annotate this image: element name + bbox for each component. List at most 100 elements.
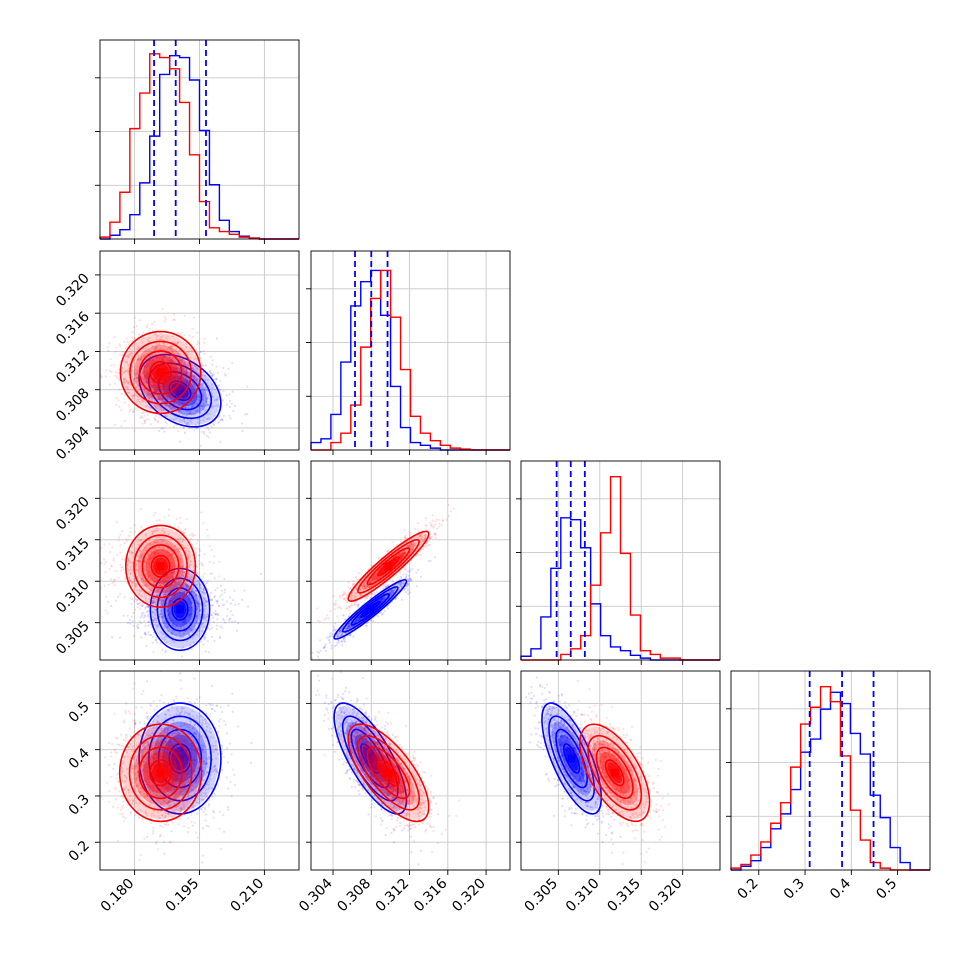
scatter-point [194,401,198,404]
scatter-point [201,630,204,633]
scatter-point [128,618,131,621]
scatter-panel-p2-p4 [311,671,510,870]
scatter-point [174,581,177,584]
scatter-point [154,546,157,549]
scatter-point [197,560,200,563]
scatter-point [178,404,182,407]
scatter-point [337,632,340,635]
scatter-point [190,590,193,593]
scatter-point [161,338,164,341]
scatter-point [181,560,184,564]
scatter-point [138,556,141,559]
scatter-point [147,609,150,613]
scatter-point [157,396,161,399]
scatter-point [139,539,142,542]
scatter-point [363,598,367,601]
scatter-point [127,388,130,391]
scatter-point [184,582,188,586]
scatter-point [127,560,130,563]
scatter-point [173,407,176,410]
scatter-point [144,376,147,379]
scatter-point [115,521,118,524]
scatter-point [143,559,146,562]
scatter-point [204,607,207,611]
hist-panel-p2 [311,251,510,450]
scatter-point [144,542,148,545]
scatter-point [185,553,188,556]
scatter-point [168,613,171,616]
scatter-point [151,358,154,362]
scatter-point [135,371,138,374]
scatter-point [341,644,344,647]
scatter-point [375,591,379,594]
scatter-point [152,387,155,390]
scatter-point [161,359,164,362]
scatter-point [127,363,130,366]
scatter-point [92,377,94,379]
scatter-point [154,576,157,579]
scatter-point [126,355,129,358]
scatter-point [152,601,155,604]
scatter-point [174,371,177,374]
scatter-point [155,636,158,639]
scatter-point [144,581,147,585]
scatter-point [144,600,148,603]
scatter-point [179,554,183,557]
scatter-point [181,401,184,404]
scatter-point [146,584,149,587]
scatter-point [159,336,162,339]
scatter-point [167,394,170,398]
scatter-point [209,591,212,595]
scatter-point [187,597,190,600]
scatter-point [125,384,128,387]
scatter-point [246,413,249,416]
scatter-point [161,603,164,607]
scatter-point [213,596,216,599]
scatter-point [156,539,159,542]
scatter-point [202,596,205,600]
scatter-point [153,554,156,557]
scatter-point [112,557,115,560]
scatter-point [190,609,194,612]
scatter-point [194,379,197,382]
scatter-point [196,601,199,604]
scatter-point [153,389,156,392]
scatter-point [149,553,152,556]
scatter-point [322,646,325,650]
scatter-point [135,547,138,550]
scatter-point [116,376,119,380]
scatter-point [138,560,141,563]
scatter-point [156,389,159,392]
histogram-red [730,685,930,871]
scatter-point [201,575,205,578]
scatter-point [182,610,185,613]
scatter-point [196,377,199,381]
scatter-point [154,390,157,393]
scatter-point [137,559,140,562]
scatter-point [196,340,199,343]
scatter-point [167,405,170,408]
scatter-point [162,358,165,361]
scatter-point [357,616,361,619]
scatter-point [167,345,170,349]
scatter-point [154,356,157,359]
scatter-point [187,615,190,618]
scatter-point [174,388,177,391]
scatter-point [170,575,173,579]
scatter-point [210,613,213,616]
scatter-point [190,413,193,416]
scatter-point [114,350,117,353]
scatter-point [181,593,184,596]
scatter-point [125,581,128,584]
scatter-point [183,361,186,364]
scatter-point [161,583,165,586]
scatter-point [138,593,141,596]
scatter-point [177,618,180,621]
scatter-point [135,386,138,389]
scatter-point [167,508,170,511]
scatter-point [185,584,188,587]
scatter-point [151,384,154,387]
scatter-point [148,397,151,400]
scatter-point [181,620,185,623]
scatter-point [176,367,179,370]
